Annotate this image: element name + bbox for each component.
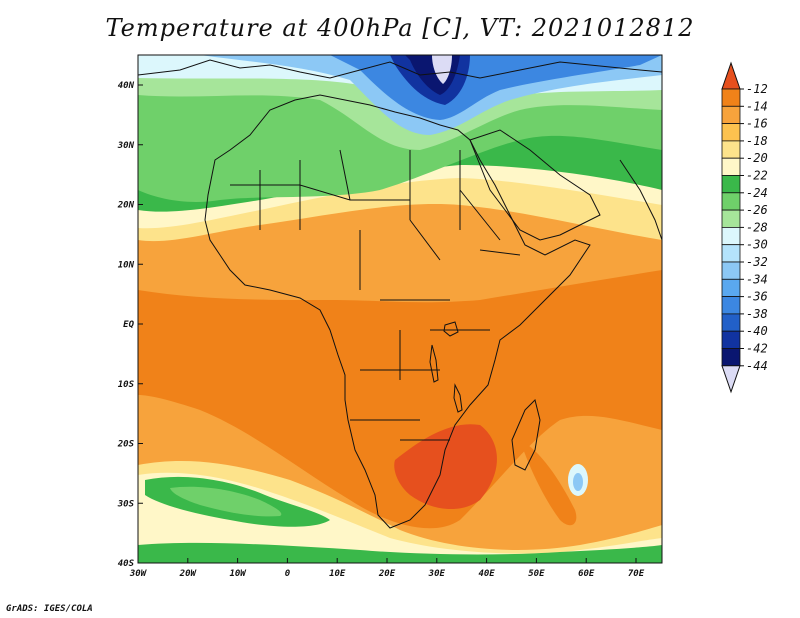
lat-tick-label: 30S <box>117 499 135 509</box>
colorbar-segment <box>721 105 741 125</box>
colorbar-segment <box>721 330 741 349</box>
colorbar-label: -12 <box>746 82 768 96</box>
colorbar-label: -28 <box>746 220 768 234</box>
colorbar-label: -36 <box>746 290 768 304</box>
lake-malawi <box>453 383 463 413</box>
band-plume-blue <box>573 473 583 491</box>
lon-tick-label: 10E <box>329 569 346 579</box>
colorbar-segment <box>721 140 741 159</box>
colorbar-segment <box>721 226 741 246</box>
lake-victoria <box>443 321 459 337</box>
lat-tick-label: 20S <box>117 440 135 450</box>
border-lines <box>230 149 521 441</box>
lat-tick-label: 40S <box>118 559 135 569</box>
colorbar-segment <box>721 175 741 194</box>
africa-coastline <box>204 94 591 529</box>
band-south-green-low <box>138 542 662 563</box>
colorbar-label: -40 <box>746 324 768 338</box>
colorbar-top-arrow <box>721 61 741 90</box>
colorbar-label: -32 <box>746 255 768 269</box>
lat-tick-label: EQ <box>123 320 134 330</box>
colorbar-label: -24 <box>746 186 768 200</box>
colorbar-label: -34 <box>746 272 768 286</box>
lon-tick-label: 20W <box>179 569 198 579</box>
band-south-green-light <box>170 486 282 517</box>
colorbar-label: -38 <box>746 307 768 321</box>
colorbar-label: -42 <box>746 342 768 356</box>
colorbar: -12 -14 -16 -18 -20 -22 -24 -26 -28 -30 -32 -34 -36 -… <box>721 61 768 394</box>
band-warm-orange <box>138 270 662 529</box>
colorbar-label: -30 <box>746 238 768 252</box>
band-south-cream <box>138 472 662 563</box>
band-warm-plume <box>520 440 577 526</box>
colorbar-label: -16 <box>746 117 768 131</box>
lon-tick-label: 20E <box>378 569 396 579</box>
lat-tick-label: 10N <box>118 260 135 270</box>
temperature-field <box>138 55 662 563</box>
lon-tick-label: 50E <box>528 569 545 579</box>
arabia <box>469 129 601 241</box>
colorbar-segment <box>721 313 741 332</box>
lon-tick-label: 30E <box>428 569 446 579</box>
lon-tick-label: 40E <box>478 569 495 579</box>
lat-tick-label: 30N <box>117 141 135 151</box>
lake-tanganyika <box>429 344 439 383</box>
colorbar-segment <box>721 278 741 297</box>
colorbar-bottom-arrow <box>721 365 741 394</box>
lon-tick-label: 70E <box>628 569 645 579</box>
lon-tick-label: 30W <box>129 569 148 579</box>
colorbar-label: -22 <box>746 169 768 183</box>
colorbar-label: -44 <box>746 359 768 373</box>
band-hot <box>394 424 497 510</box>
lon-tick-label: 10W <box>229 569 247 579</box>
lat-tick-label: 40N <box>118 81 135 91</box>
lon-tick-label: 0 <box>285 569 291 579</box>
colorbar-segment <box>721 88 741 107</box>
band-lavender <box>432 55 452 84</box>
colorbar-label: -18 <box>746 134 768 148</box>
europe-coast <box>138 59 662 79</box>
colorbar-segment <box>721 157 741 176</box>
colorbar-segment <box>721 244 741 263</box>
grads-credit: GrADS: IGES/COLA <box>6 604 93 614</box>
colorbar-segment <box>721 296 741 315</box>
lat-tick-label: 20N <box>117 201 135 211</box>
colorbar-segment <box>721 192 741 211</box>
colorbar-segment <box>721 123 741 142</box>
madagascar <box>511 399 541 471</box>
lon-tick-label: 60E <box>578 569 595 579</box>
lat-tick-label: 10S <box>118 380 135 390</box>
colorbar-segment <box>721 261 741 280</box>
map-frame <box>137 54 663 564</box>
coastlines <box>138 59 662 529</box>
colorbar-segment <box>721 209 741 228</box>
colorbar-label: -20 <box>746 151 768 165</box>
colorbar-label: -26 <box>746 203 768 217</box>
colorbar-segment <box>721 348 741 367</box>
map-title: Temperature at 400hPa [C], VT: 202101281… <box>105 14 695 42</box>
india-coast <box>619 159 662 241</box>
colorbar-label: -14 <box>746 99 768 113</box>
